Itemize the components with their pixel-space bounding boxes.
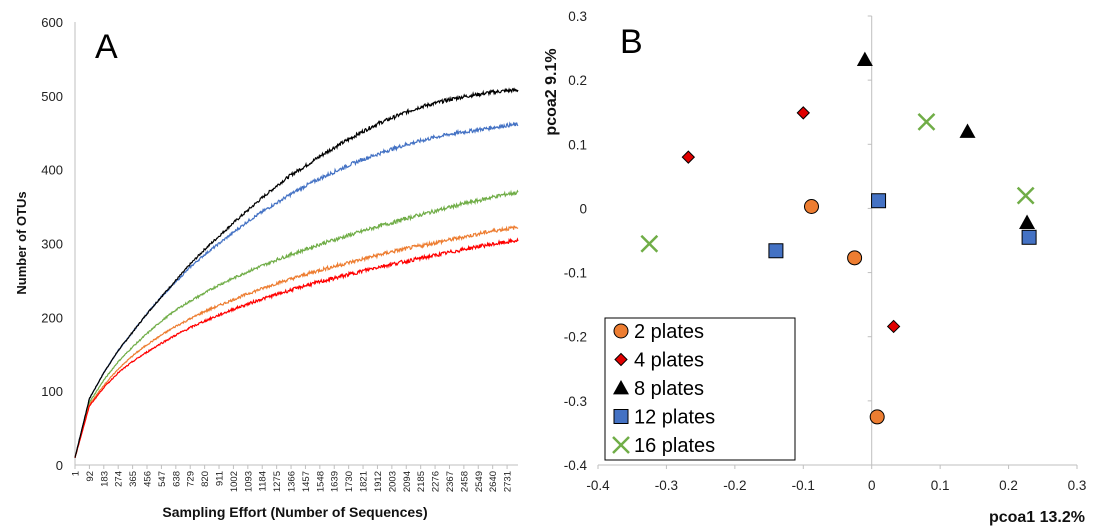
b-y-tick-label: -0.2	[564, 330, 587, 345]
b-x-tick-label: 0.2	[999, 478, 1018, 493]
a-x-tick-label: 92	[85, 471, 96, 482]
a-y-tick-label: 0	[56, 458, 63, 473]
a-x-tick-label: 1821	[359, 471, 370, 492]
a-x-tick-label: 1548	[315, 471, 326, 492]
a-series-line-3	[74, 225, 519, 458]
b-point-diamond-0	[681, 150, 696, 164]
a-y-tick-label: 500	[41, 89, 63, 104]
b-y-tick-label: 0.2	[568, 73, 587, 88]
a-series-line-0	[74, 87, 519, 458]
b-point-triangle-0	[856, 51, 873, 67]
a-y-tick-label: 300	[41, 237, 63, 252]
b-point-diamond-2	[886, 319, 901, 334]
b-point-circle-1	[847, 250, 863, 266]
legend-label: 16 plates	[634, 435, 715, 457]
panel-b-letter: B	[620, 23, 643, 61]
b-y-tick-label: -0.1	[564, 266, 587, 281]
a-x-tick-label: 1457	[301, 471, 312, 492]
a-series-line-2	[74, 189, 519, 458]
b-x-tick-label: -0.2	[723, 478, 746, 493]
a-x-tick-label: 2185	[416, 471, 427, 492]
a-x-tick-label: 2640	[488, 471, 499, 492]
b-y-tick-label: -0.3	[564, 394, 587, 409]
a-x-tick-label: 2731	[503, 471, 514, 492]
b-point-circle-0	[803, 199, 819, 215]
b-point-x-2	[1016, 186, 1035, 205]
a-y-tick-label: 600	[41, 15, 63, 30]
b-y-tick-label: -0.4	[564, 458, 588, 473]
b-x-tick-label: -0.3	[655, 478, 678, 493]
legend-marker-x	[612, 436, 630, 454]
a-y-tick-label: 100	[41, 384, 63, 399]
a-series-line-4	[74, 237, 519, 459]
a-x-tick-label: 1639	[330, 471, 341, 492]
b-x-tick-label: -0.1	[792, 478, 815, 493]
legend-box	[604, 317, 796, 461]
a-x-tick-label: 820	[200, 471, 211, 487]
legend-label: 12 plates	[634, 407, 715, 429]
legend-marker-triangle	[613, 380, 629, 395]
a-x-tick-label: 911	[215, 471, 226, 486]
b-y-tick-label: 0.3	[568, 9, 587, 24]
a-x-tick-label: 547	[157, 471, 168, 487]
a-x-tick-label: 1184	[258, 471, 269, 491]
legend-label: 8 plates	[634, 378, 704, 400]
a-x-tick-label: 1093	[243, 471, 254, 492]
a-x-tick-label: 2367	[445, 471, 456, 492]
b-point-x-0	[640, 234, 659, 253]
b-point-square-1	[871, 193, 887, 209]
panel-b-y-axis-label: pcoa2 9.1%	[543, 48, 560, 135]
a-x-tick-label: 1002	[229, 471, 240, 492]
a-x-tick-label: 456	[143, 471, 154, 487]
a-x-tick-label: 2458	[459, 471, 470, 492]
a-y-tick-label: 400	[41, 163, 63, 178]
a-x-tick-label: 1366	[287, 471, 298, 492]
b-x-tick-label: -0.4	[586, 478, 610, 493]
b-point-square-0	[768, 243, 784, 259]
b-y-tick-label: 0	[579, 201, 587, 216]
a-x-tick-label: 1275	[272, 471, 283, 492]
panel-b-x-axis-label: pcoa1 13.2%	[989, 509, 1085, 526]
panel-a-x-axis-label: Sampling Effort (Number of Sequences)	[162, 504, 427, 520]
b-point-square-2	[1021, 229, 1037, 245]
a-x-tick-label: 2276	[431, 471, 442, 492]
b-y-tick-label: 0.1	[568, 137, 587, 152]
panel-b: B pcoa2 9.1% pcoa1 13.2% 0.3 0.2 0.1 0 -0.1 -…	[543, 9, 1086, 526]
a-y-tick-label: 200	[41, 310, 63, 325]
a-x-tick-label: 2003	[387, 471, 398, 492]
legend-marker-circle	[613, 323, 629, 339]
a-x-tick-label: 1730	[344, 471, 355, 492]
panel-a: A Number of OTUs Sampling Effort (Number…	[14, 15, 519, 520]
legend-label: 4 plates	[634, 350, 704, 372]
panel-a-letter: A	[95, 28, 118, 66]
b-x-tick-label: 0	[868, 478, 876, 493]
legend-label: 2 plates	[634, 321, 704, 343]
panel-a-y-axis-label: Number of OTUs	[14, 191, 29, 294]
a-series-line-1	[74, 121, 519, 458]
a-x-tick-label: 2549	[474, 471, 485, 492]
b-point-circle-2	[869, 409, 885, 425]
a-x-tick-label: 183	[99, 471, 110, 487]
a-x-tick-label: 1	[71, 471, 82, 476]
b-point-diamond-1	[796, 106, 810, 120]
legend-marker-square	[613, 409, 629, 424]
a-x-tick-label: 729	[186, 471, 197, 487]
legend-marker-diamond	[614, 352, 628, 367]
b-x-tick-label: 0.1	[931, 478, 950, 493]
legend: 2 plates 4 plates 8 plates 12 plates 16 plat…	[604, 317, 796, 461]
a-x-tick-label: 638	[171, 471, 182, 487]
a-x-tick-label: 365	[128, 471, 139, 487]
b-point-triangle-1	[959, 123, 976, 138]
a-x-tick-label: 274	[114, 471, 125, 487]
a-x-tick-label: 2094	[402, 471, 413, 492]
a-x-tick-label: 1912	[373, 471, 384, 492]
b-point-triangle-2	[1019, 214, 1036, 229]
b-point-x-1	[917, 112, 936, 131]
b-x-tick-label: 0.3	[1068, 478, 1087, 493]
